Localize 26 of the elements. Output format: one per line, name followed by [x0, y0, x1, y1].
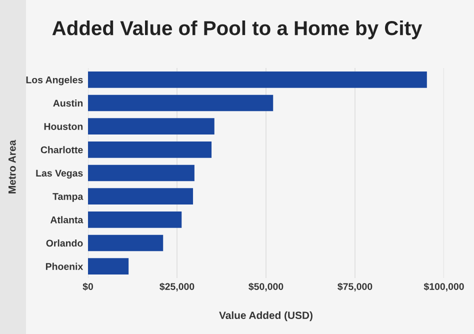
- y-tick-label: Houston: [44, 123, 83, 130]
- y-tick-label: Las Vegas: [36, 170, 83, 179]
- x-tick-label: $25,000: [160, 282, 194, 292]
- bar: [88, 258, 129, 274]
- bar: [88, 142, 212, 158]
- y-tick-label: Los Angeles: [26, 76, 83, 86]
- y-tick-label: Phoenix: [46, 262, 84, 270]
- bar: [88, 188, 194, 204]
- bar: [88, 94, 274, 112]
- y-tick-label: Charlotte: [40, 146, 83, 154]
- x-tick-label: $100,000: [424, 282, 464, 292]
- bar: [88, 234, 164, 252]
- y-tick-label: Austin: [53, 99, 83, 107]
- x-tick-label: $75,000: [338, 282, 372, 292]
- chart-title: Added Value of Pool to a Home by City: [52, 20, 422, 40]
- y-axis-title: Metro Area: [8, 140, 16, 194]
- bar: [88, 118, 214, 134]
- x-tick-label: $50,000: [248, 282, 284, 292]
- x-axis-title: Value Added (USD): [219, 311, 312, 322]
- y-tick-label: Tampa: [52, 193, 84, 202]
- y-tick-label: Atlanta: [50, 216, 84, 224]
- bar: [88, 72, 427, 88]
- bar: [88, 212, 182, 228]
- bar: [88, 164, 194, 182]
- y-tick-label: Orlando: [46, 239, 83, 247]
- x-tick-label: $0: [82, 282, 94, 291]
